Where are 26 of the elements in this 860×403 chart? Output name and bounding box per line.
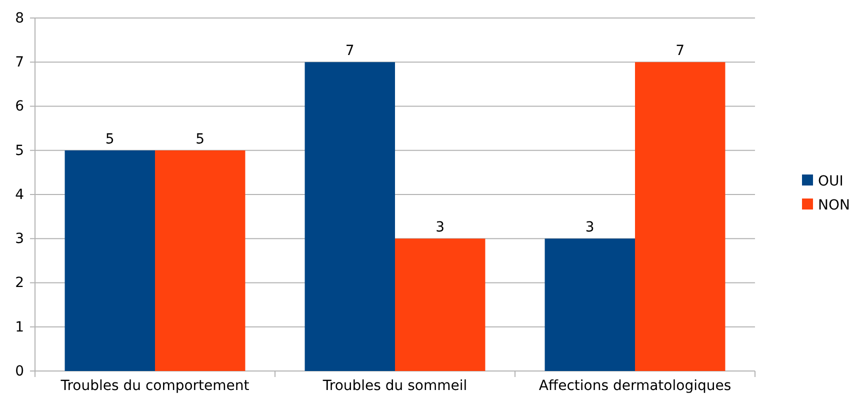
bar — [395, 238, 486, 371]
data-label: 3 — [436, 220, 445, 236]
data-label: 3 — [585, 220, 594, 236]
bar — [635, 62, 726, 371]
y-tick-label: 8 — [15, 10, 24, 26]
bar — [304, 62, 395, 371]
data-label: 5 — [105, 131, 114, 148]
legend-label: OUI — [818, 174, 844, 190]
data-label: 5 — [196, 131, 205, 148]
x-tick-label: Affections dermatologiques — [538, 378, 732, 394]
bar — [544, 238, 635, 371]
bar — [155, 150, 246, 371]
legend-label: NON — [818, 198, 850, 214]
bar — [64, 150, 155, 371]
x-tick-label: Troubles du sommeil — [322, 378, 468, 394]
y-tick-label: 6 — [15, 98, 24, 115]
y-tick-label: 2 — [15, 275, 24, 292]
x-tick-label: Troubles du comportement — [60, 378, 250, 394]
data-label: 7 — [676, 43, 685, 60]
y-tick-label: 1 — [15, 319, 24, 336]
data-label: 7 — [345, 43, 354, 60]
y-tick-label: 7 — [15, 54, 24, 71]
y-tick-label: 3 — [15, 231, 24, 248]
y-tick-label: 5 — [15, 142, 24, 159]
y-tick-label: 0 — [15, 363, 24, 380]
y-tick-label: 4 — [15, 186, 24, 203]
